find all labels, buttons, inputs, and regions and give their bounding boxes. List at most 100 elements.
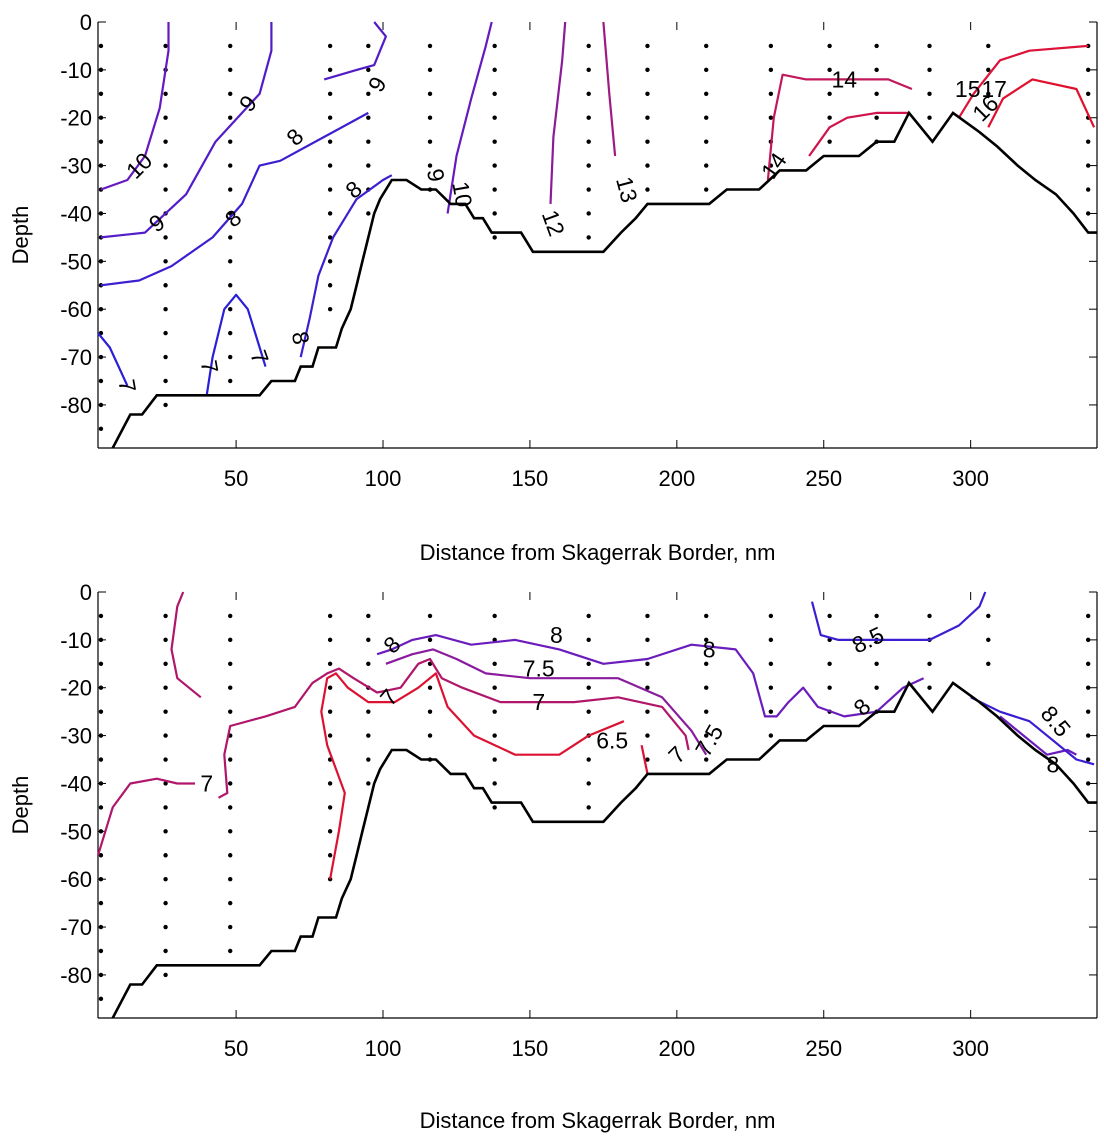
y-tick-label: -20: [60, 676, 92, 701]
contour-line-7-5: [385, 648, 708, 756]
station-sample-dot: [366, 781, 371, 786]
station-sample-dot: [492, 235, 497, 240]
station-sample-dot: [98, 876, 104, 882]
contour-line-7: [97, 332, 129, 387]
station-sample-dot: [586, 163, 591, 168]
station-sample-dot: [163, 91, 168, 96]
contour-line-8: [299, 174, 393, 358]
station-sample-dot: [492, 43, 497, 49]
station-sample-dot: [163, 733, 168, 738]
contour-label: 8: [220, 204, 247, 232]
y-tick-label: -40: [60, 201, 92, 226]
station-sample-dot: [704, 637, 709, 643]
station-sample-dot: [874, 613, 879, 619]
station-sample-dot: [645, 67, 650, 73]
contour-line-8-5: [810, 591, 987, 641]
station-sample-dot: [327, 163, 333, 168]
station-sample-dot: [704, 187, 709, 192]
contour-label: 12: [537, 207, 570, 240]
contour-line-13: [602, 21, 617, 157]
y-tick-label: -60: [60, 867, 92, 892]
station-sample-dot: [586, 805, 591, 810]
y-tick-label: -10: [60, 628, 92, 653]
contour-line-7: [217, 657, 690, 799]
contour-label: 7: [532, 689, 545, 715]
station-sample-dot: [586, 211, 591, 216]
station-sample-dot: [645, 91, 650, 96]
station-sample-dot: [427, 637, 433, 643]
station-sample-dot: [327, 709, 333, 714]
station-sample-dot: [228, 829, 233, 834]
station-sample-dot: [366, 757, 371, 762]
contour-line-12: [549, 21, 567, 204]
seabed-profile-line: [111, 680, 1097, 1019]
contour-label: 8: [703, 636, 716, 662]
station-sample-dot: [874, 67, 879, 73]
station-sample-dot: [327, 43, 333, 49]
station-sample-dot: [98, 972, 104, 978]
station-sample-dot: [228, 43, 233, 49]
station-sample-dot: [645, 187, 650, 192]
station-sample-dot: [228, 139, 233, 144]
station-sample-dot: [98, 211, 104, 216]
station-sample-dot: [1085, 637, 1091, 643]
station-sample-dot: [492, 163, 497, 168]
y-tick-label: -50: [60, 819, 92, 844]
y-tick-label: -10: [60, 58, 92, 83]
station-sample-dot: [366, 613, 371, 619]
station-sample-dot: [927, 685, 932, 690]
contour-line-17: [987, 78, 1096, 128]
station-sample-dot: [492, 661, 497, 666]
contour-line-10: [100, 22, 170, 191]
y-tick-label: -70: [60, 915, 92, 940]
station-sample-dot: [163, 354, 168, 360]
salinity-contour-panel: 0 -10 -20 -30 -40 -50 -60 -70 -80 50 100 150 200 250 3…: [8, 580, 1098, 1133]
station-sample-dot: [645, 685, 650, 690]
station-sample-dot: [645, 613, 650, 619]
contour-label: 7: [196, 358, 224, 375]
station-sample-dot: [163, 948, 168, 954]
station-sample-dot: [163, 306, 168, 312]
station-sample-dot: [98, 829, 104, 834]
station-sample-dot: [163, 757, 168, 762]
station-sample-dot: [228, 613, 233, 619]
station-sample-dot: [986, 43, 991, 49]
station-sample-dot: [327, 853, 333, 858]
station-sample-dot: [98, 757, 104, 762]
contour-label: 8: [1047, 751, 1060, 777]
station-sample-dot: [986, 67, 991, 73]
station-sample-dot: [704, 733, 709, 738]
contour-label: 14: [756, 147, 792, 183]
contour-line-14: [766, 73, 913, 181]
station-sample-dot: [366, 43, 371, 49]
station-sample-dot: [98, 402, 104, 408]
station-sample-dot: [98, 948, 104, 954]
station-sample-dot: [645, 43, 650, 49]
station-sample-dot: [98, 91, 104, 96]
contour-line-8-5: [970, 696, 1095, 766]
x-tick-label: 250: [805, 1036, 842, 1061]
x-tick-label: 300: [952, 466, 989, 491]
station-sample-dot: [427, 685, 433, 690]
station-sample-dot: [427, 91, 433, 96]
contour-label: 13: [611, 174, 643, 205]
station-sample-dot: [492, 115, 497, 120]
station-sample-dot: [1085, 613, 1091, 619]
station-sample-dot: [586, 637, 591, 643]
station-sample-dot: [327, 211, 333, 216]
station-sample-dot: [327, 829, 333, 834]
station-sample-dot: [366, 91, 371, 96]
contour-label: 7: [200, 770, 213, 796]
station-sample-dot: [1085, 211, 1091, 216]
contour-label: 14: [832, 66, 858, 92]
station-sample-dot: [228, 306, 233, 312]
station-sample-dot: [827, 685, 832, 690]
station-sample-dot: [645, 733, 650, 738]
x-tick-label: 50: [224, 466, 248, 491]
station-sample-dot: [228, 235, 233, 240]
station-sample-dot: [768, 637, 774, 643]
station-sample-dot: [427, 115, 433, 120]
station-sample-dot: [586, 43, 591, 49]
y-tick-label: -20: [60, 106, 92, 131]
station-sample-dot: [704, 661, 709, 666]
